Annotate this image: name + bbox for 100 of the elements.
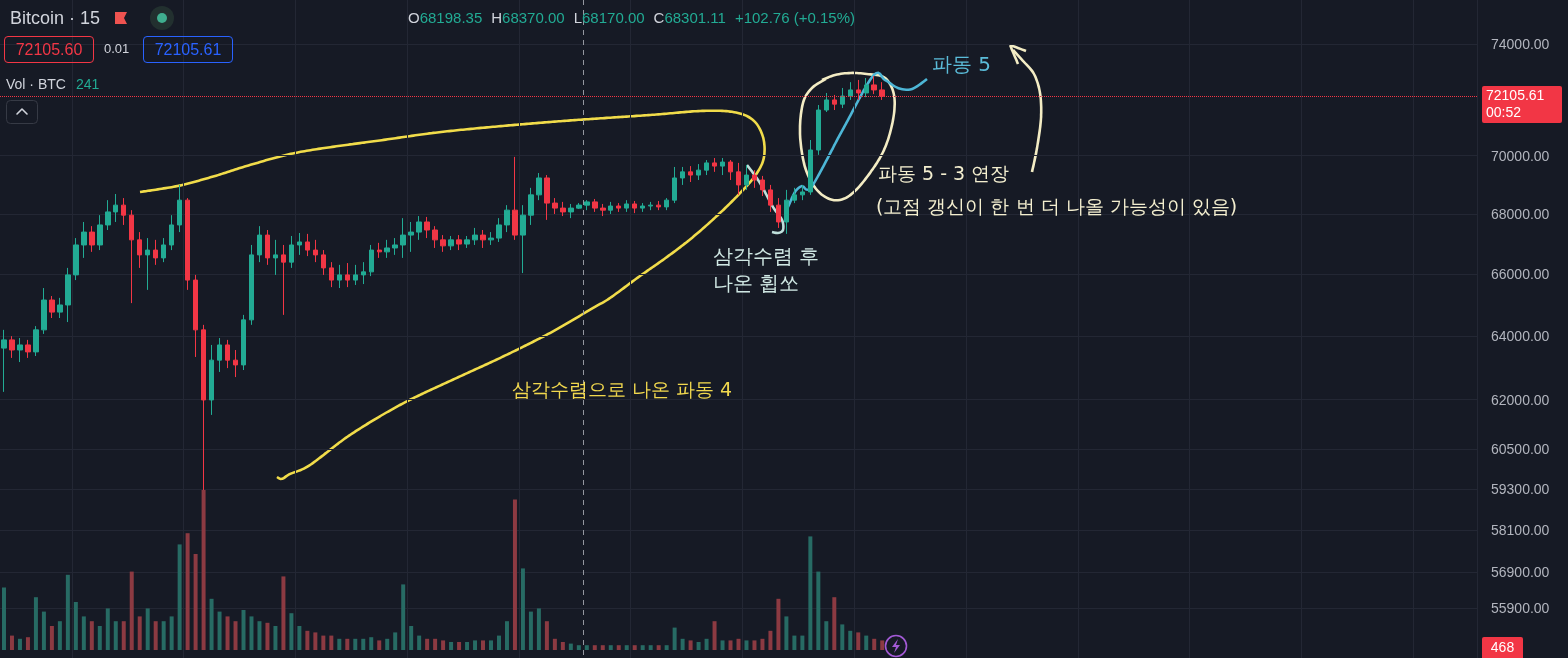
bar	[720, 640, 725, 650]
bar	[65, 574, 70, 650]
bar	[664, 645, 669, 650]
annotation: 삼각수렴 후	[713, 244, 820, 269]
candlestick	[648, 201, 653, 211]
bar	[177, 544, 182, 650]
candlestick	[608, 201, 613, 215]
text: 468	[1482, 637, 1523, 658]
candlestick	[241, 314, 246, 371]
annotation: L68170.00	[573, 9, 645, 26]
bar	[616, 645, 621, 650]
bar	[880, 640, 885, 650]
bar	[433, 638, 438, 650]
candlestick	[496, 217, 502, 243]
bar	[89, 621, 94, 650]
bar	[800, 635, 805, 650]
bar	[640, 645, 645, 650]
candlestick	[736, 162, 741, 196]
candlestick	[321, 249, 326, 276]
bar	[241, 610, 246, 650]
candlestick	[656, 200, 661, 211]
candlestick	[552, 197, 558, 215]
bar	[872, 638, 877, 650]
bar	[161, 621, 166, 650]
candlestick	[792, 187, 797, 204]
bar	[153, 621, 158, 650]
bar	[696, 642, 701, 650]
candlestick	[153, 239, 158, 266]
candlestick	[129, 209, 134, 304]
candlestick	[281, 244, 286, 316]
bar	[329, 635, 334, 650]
bar	[97, 626, 102, 650]
bar	[481, 640, 486, 650]
bar	[776, 598, 781, 650]
y-tick-label: 62000.00	[1491, 391, 1550, 408]
candlestick	[416, 215, 422, 241]
bar	[2, 587, 6, 650]
y-tick-label: 68000.00	[1491, 205, 1550, 222]
bar	[704, 638, 709, 650]
bar	[305, 630, 310, 650]
candlestick	[113, 193, 118, 223]
chart-title: Vol · BTC	[6, 75, 66, 93]
bar	[504, 621, 509, 650]
bar	[760, 638, 765, 650]
candlestick	[464, 235, 470, 249]
bar	[169, 616, 174, 650]
bar	[864, 635, 869, 650]
bar	[25, 637, 30, 650]
annotation: 파동 5 - 3 연장	[878, 161, 1010, 185]
bar	[225, 616, 230, 650]
bar	[520, 568, 525, 650]
bar	[824, 621, 829, 650]
candlestick	[89, 225, 95, 253]
candlestick	[209, 344, 214, 416]
candlestick	[871, 75, 877, 95]
bar	[496, 635, 501, 650]
bar	[257, 621, 262, 650]
candlestick	[728, 159, 733, 181]
candlestick	[1, 329, 7, 393]
candlestick	[217, 337, 222, 373]
bar	[528, 611, 533, 650]
annotation: 72105.61	[143, 36, 233, 63]
candlestick	[121, 197, 126, 226]
annotation: 241	[75, 75, 100, 93]
bar	[568, 643, 573, 650]
bar	[465, 642, 470, 650]
bar	[409, 626, 414, 650]
bar	[441, 640, 446, 650]
candlestick	[233, 349, 238, 378]
candlestick	[592, 198, 598, 213]
bar	[249, 616, 254, 650]
candlestick	[712, 157, 717, 173]
bar	[832, 597, 837, 650]
candlestick	[456, 234, 462, 251]
candlestick	[696, 163, 701, 181]
bar	[105, 608, 110, 650]
candlestick	[249, 244, 254, 326]
chart-title: Bitcoin · 15	[10, 7, 101, 29]
candlestick	[488, 231, 494, 246]
candlestick	[305, 233, 310, 257]
candlestick	[776, 197, 781, 229]
candlestick	[400, 217, 406, 259]
candlestick	[361, 261, 366, 285]
candlestick	[752, 169, 757, 189]
annotation: 삼각수렴으로 나온 파동 4	[512, 377, 733, 401]
bar	[113, 621, 118, 650]
bar	[121, 621, 126, 650]
bar	[337, 638, 342, 650]
bar	[536, 608, 541, 650]
candlestick	[97, 214, 103, 251]
candlestick	[265, 229, 270, 266]
candlestick	[616, 202, 621, 213]
bar	[361, 638, 366, 650]
bar	[265, 622, 270, 650]
bar	[688, 640, 693, 650]
bar	[808, 536, 813, 650]
candlestick	[576, 202, 582, 210]
bar	[608, 645, 613, 650]
y-tick-label: 64000.00	[1491, 327, 1550, 344]
candlestick	[273, 239, 278, 276]
